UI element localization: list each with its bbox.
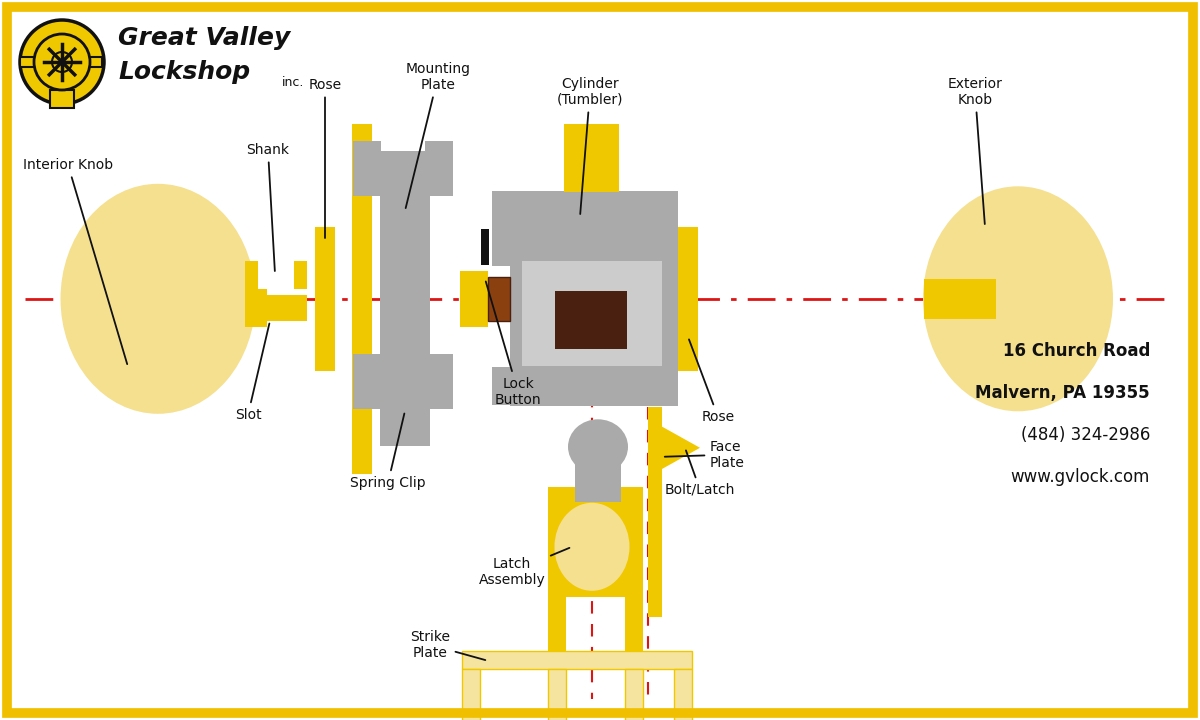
Bar bbox=[625, 597, 643, 692]
Bar bbox=[245, 294, 307, 321]
Ellipse shape bbox=[554, 503, 630, 591]
Bar bbox=[380, 150, 430, 446]
Bar bbox=[245, 261, 266, 327]
Bar bbox=[353, 361, 454, 401]
Bar bbox=[492, 366, 678, 405]
Text: Cylinder
(Tumbler): Cylinder (Tumbler) bbox=[557, 76, 623, 214]
Circle shape bbox=[52, 52, 72, 72]
Bar bbox=[488, 276, 510, 321]
Bar bbox=[575, 447, 622, 502]
Bar bbox=[82, 57, 102, 67]
Bar bbox=[425, 141, 454, 196]
Text: Malvern, PA 19355: Malvern, PA 19355 bbox=[976, 384, 1150, 402]
Bar bbox=[258, 261, 294, 289]
Text: Bolt/Latch: Bolt/Latch bbox=[665, 451, 736, 497]
Text: Latch
Assembly: Latch Assembly bbox=[479, 548, 570, 587]
Bar bbox=[462, 651, 692, 669]
Text: Interior Knob: Interior Knob bbox=[23, 158, 127, 364]
Bar bbox=[674, 669, 692, 720]
Text: Shank: Shank bbox=[246, 143, 289, 271]
Text: Slot: Slot bbox=[235, 323, 269, 422]
Bar bbox=[425, 354, 454, 409]
Bar bbox=[50, 90, 74, 108]
Bar bbox=[625, 669, 643, 720]
Bar bbox=[648, 407, 662, 617]
Ellipse shape bbox=[923, 186, 1114, 411]
Polygon shape bbox=[648, 419, 700, 477]
Bar bbox=[353, 141, 382, 196]
Text: (484) 324-2986: (484) 324-2986 bbox=[1021, 426, 1150, 444]
Text: Lockshop: Lockshop bbox=[118, 60, 250, 84]
Text: Spring Clip: Spring Clip bbox=[350, 413, 426, 490]
Text: Rose: Rose bbox=[308, 78, 342, 238]
Bar bbox=[353, 150, 454, 193]
Bar bbox=[924, 279, 996, 319]
Text: Great Valley: Great Valley bbox=[118, 26, 290, 50]
Bar bbox=[314, 227, 335, 371]
Bar bbox=[352, 124, 372, 474]
Text: 16 Church Road: 16 Church Road bbox=[1003, 342, 1150, 360]
Bar bbox=[20, 57, 40, 67]
Text: www.gvlock.com: www.gvlock.com bbox=[1010, 468, 1150, 486]
Bar bbox=[522, 261, 662, 366]
Ellipse shape bbox=[60, 184, 256, 414]
Text: Lock
Button: Lock Button bbox=[486, 282, 541, 407]
Text: Mounting
Plate: Mounting Plate bbox=[406, 62, 470, 208]
Text: Rose: Rose bbox=[689, 339, 734, 424]
Text: Exterior
Knob: Exterior Knob bbox=[948, 76, 1002, 224]
Bar bbox=[481, 229, 490, 265]
Bar bbox=[564, 124, 619, 192]
Text: Strike
Plate: Strike Plate bbox=[410, 629, 485, 660]
Bar bbox=[554, 291, 628, 348]
Bar bbox=[492, 191, 678, 266]
Circle shape bbox=[34, 34, 90, 90]
Bar bbox=[510, 191, 678, 406]
Ellipse shape bbox=[568, 419, 628, 474]
Bar bbox=[678, 227, 698, 371]
Bar bbox=[353, 354, 382, 409]
Text: Face
Plate: Face Plate bbox=[665, 440, 745, 470]
Bar bbox=[460, 271, 488, 327]
Bar bbox=[548, 487, 643, 597]
Bar bbox=[548, 597, 566, 692]
Bar bbox=[462, 669, 480, 720]
Bar bbox=[548, 669, 566, 720]
Circle shape bbox=[20, 20, 104, 104]
Text: inc.: inc. bbox=[282, 76, 305, 89]
Bar bbox=[245, 261, 307, 289]
